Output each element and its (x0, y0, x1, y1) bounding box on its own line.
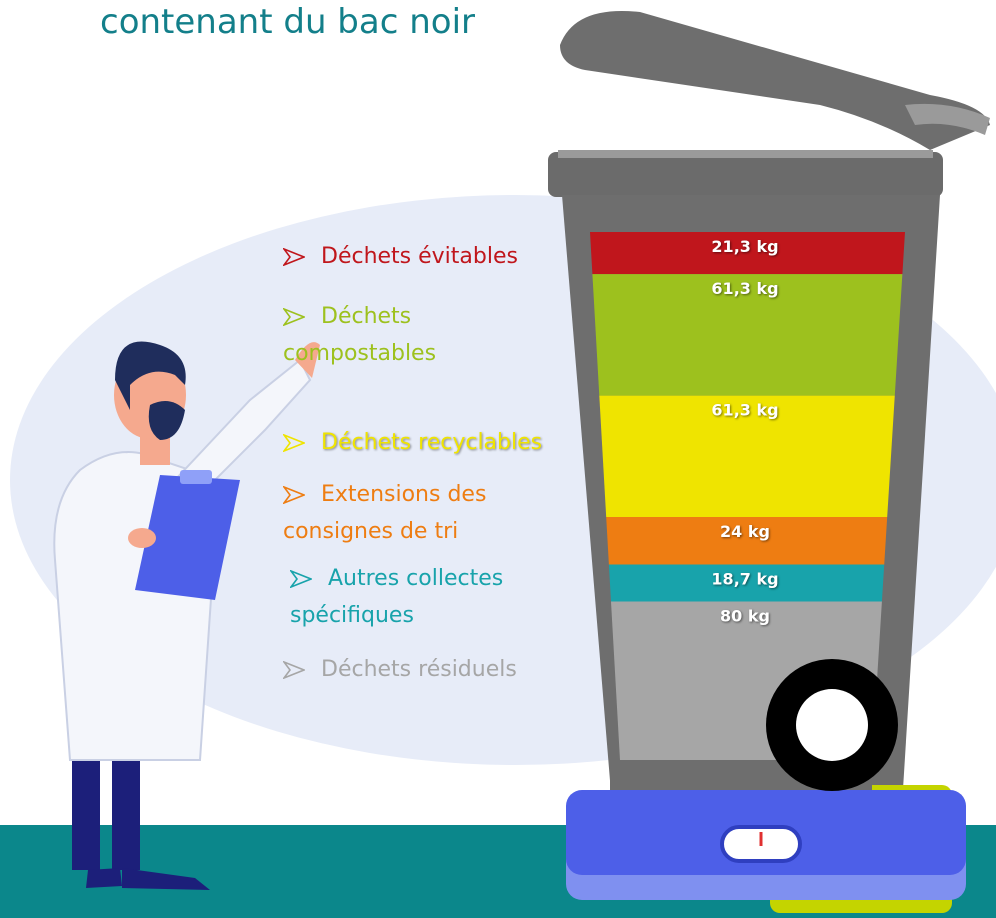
legend-entry: Autres collectes spécifiques (290, 560, 550, 634)
wheel-hub (796, 689, 868, 761)
segment-label: 18,7 kg (711, 570, 778, 589)
bin-rim (548, 152, 943, 197)
arrow-shape (283, 308, 305, 326)
bullet-arrow (283, 661, 305, 679)
beard (148, 401, 185, 440)
bullet-arrow (290, 570, 312, 588)
segment-label: 61,3 kg (711, 401, 778, 420)
segment (590, 232, 905, 275)
bullet-arrow (283, 434, 305, 452)
legend-text: Déchets recyclables (321, 430, 543, 455)
shoe-left (86, 868, 122, 888)
legend-text: Autres collectes spécifiques (290, 566, 504, 628)
arrow-shape (283, 248, 305, 266)
segment (592, 274, 903, 396)
legend-entry: Déchets recyclables (283, 424, 603, 461)
lid-hinge (905, 103, 990, 135)
rim-highlight (558, 150, 933, 158)
scientist (53, 341, 320, 890)
segment-label: 24 kg (720, 522, 770, 541)
arrow-shape (290, 570, 312, 588)
legend-entry: Déchets compostables (283, 298, 493, 372)
hand (295, 342, 320, 378)
legend-text: Extensions des consignes de tri (283, 482, 487, 544)
clipboard (135, 475, 240, 600)
segment-label: 21,3 kg (711, 237, 778, 256)
segment (608, 564, 885, 602)
segment-label: 80 kg (720, 607, 770, 626)
legend-text: Déchets évitables (321, 244, 518, 269)
arrow-shape (283, 486, 305, 504)
holding-hand (128, 528, 156, 548)
bin-lid (560, 10, 990, 151)
bullet-arrow (283, 308, 305, 326)
title: contenant du bac noir (100, 2, 475, 42)
legend-text: Déchets compostables (283, 304, 437, 366)
legend-entry: Déchets résiduels (283, 651, 583, 688)
arrow-shape (283, 661, 305, 679)
clip (180, 470, 212, 484)
legend-text: Déchets résiduels (321, 657, 517, 682)
legend-entry: Extensions des consignes de tri (283, 476, 545, 550)
bullet-arrow (283, 486, 305, 504)
legend-entry: Déchets évitables (283, 238, 583, 275)
shoe-right (122, 868, 210, 890)
bullet-arrow (283, 248, 305, 266)
hair (115, 341, 186, 410)
segment-label: 61,3 kg (711, 279, 778, 298)
segment (599, 395, 895, 517)
segment (606, 516, 888, 565)
arrow-shape (283, 434, 305, 452)
